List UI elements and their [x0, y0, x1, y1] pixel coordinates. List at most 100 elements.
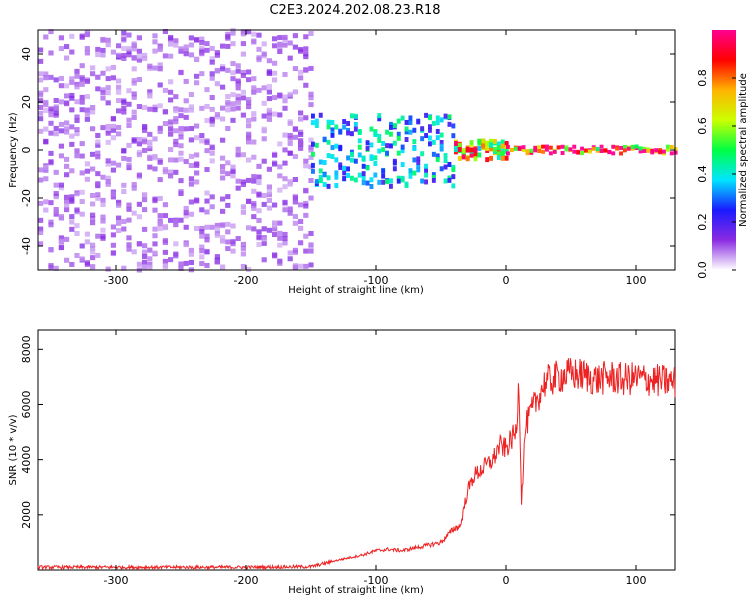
spectrogram-cell [277, 230, 283, 236]
spectrogram-cell [225, 34, 231, 40]
spectrogram-cell [318, 159, 323, 165]
spectrogram-cell [100, 227, 106, 233]
spectrogram-cell [541, 149, 545, 154]
spectrogram-cell [116, 78, 122, 84]
spectrogram-cell [361, 156, 366, 162]
spectrogram-cell [183, 260, 189, 266]
spectrogram-cell [199, 105, 205, 111]
spectrogram-cell [326, 183, 331, 189]
spectrogram-cell [298, 48, 304, 54]
spectrogram-cell [251, 139, 257, 145]
spectrogram-cell [416, 163, 421, 169]
spectrogram-cell [178, 69, 184, 75]
spectrogram-cell [400, 162, 405, 168]
spectrogram-cell [545, 144, 549, 149]
spectrogram-cell [168, 119, 174, 125]
spectrogram-cell [303, 46, 309, 52]
spectrogram-cell [256, 46, 262, 52]
spectrogram-cell [74, 131, 80, 137]
spectrogram-cell [357, 172, 362, 178]
spectrogram-cell [188, 163, 194, 169]
spectrogram-cell [110, 250, 116, 256]
spectrogram-cell [53, 97, 59, 103]
spectrogram-cell [38, 230, 44, 236]
spectrogram-cell [48, 50, 54, 56]
spectrogram-cell [256, 234, 262, 240]
spectrogram-cell [220, 264, 226, 270]
spectrogram-cell [365, 165, 370, 171]
spectrogram-cell [240, 95, 246, 101]
spectrogram-cell [90, 109, 96, 115]
spectrogram-cell [136, 57, 142, 63]
spectrogram-cell [204, 233, 210, 239]
spectrogram-cell [188, 42, 194, 48]
spectrogram-cell [74, 73, 80, 79]
spectrogram-cell [334, 124, 339, 130]
x-tick-label: -300 [104, 274, 129, 287]
spectrogram-cell [246, 135, 252, 141]
spectrogram-cell [282, 98, 288, 104]
spectrogram-cell [79, 243, 85, 249]
spectrogram-cell [287, 55, 293, 61]
spectrogram-cell [105, 37, 111, 43]
spectrogram-cell [235, 236, 241, 242]
spectrogram-cell [272, 231, 278, 237]
spectrogram-cell [58, 99, 64, 105]
spectrogram-cell [162, 53, 168, 59]
spectrogram-cell [183, 224, 189, 230]
spectrogram-cell [214, 50, 220, 56]
spectrogram-cell [95, 86, 101, 92]
spectrogram-cell [152, 104, 158, 110]
spectrogram-cell [152, 33, 158, 39]
spectrogram-cell [116, 220, 122, 226]
spectrogram-cell [357, 138, 362, 144]
spectrogram-cell [168, 41, 174, 47]
spectrogram-cell [385, 150, 389, 156]
spectrogram-cell [251, 39, 257, 45]
spectrogram-cell [251, 214, 257, 220]
spectrogram-cell [126, 32, 132, 38]
spectrogram-cell [147, 89, 153, 95]
spectrogram-cell [251, 188, 257, 194]
spectrogram-cell [147, 154, 153, 160]
spectrogram-cell [266, 227, 272, 233]
spectrogram-cell [48, 74, 54, 80]
spectrogram-cell [105, 90, 111, 96]
spectrogram-cell [79, 199, 85, 205]
spectrogram-cell [209, 145, 215, 151]
spectrogram-cell [439, 117, 444, 123]
spectrogram-cell [287, 179, 293, 185]
spectrogram-cell [225, 101, 231, 107]
spectrogram-cell [38, 241, 44, 247]
spectrogram-cell [121, 182, 127, 188]
spectrogram-cell [261, 240, 267, 246]
spectrogram-cell [424, 112, 428, 118]
spectrogram-cell [431, 172, 436, 178]
spectrogram-cell [350, 131, 354, 137]
spectrogram-cell [261, 51, 267, 57]
spectrogram-cell [131, 66, 137, 72]
spectrogram-cell [48, 130, 54, 136]
spectrogram-cell [230, 223, 236, 229]
spectrogram-cell [110, 167, 116, 173]
spectrogram-cell [548, 145, 553, 150]
spectrogram-cell [58, 245, 64, 251]
spectrogram-cell [183, 213, 189, 219]
spectrogram-cell [116, 52, 122, 58]
spectrogram-cell [424, 133, 428, 139]
spectrogram-cell [256, 242, 262, 248]
spectrogram-cell [183, 107, 189, 113]
spectrogram-cell [157, 226, 163, 232]
colorbar-tick-label: 0.0 [696, 261, 709, 279]
spectrogram-cell [199, 133, 205, 139]
spectrogram-cell [136, 35, 142, 41]
spectrogram-cell [595, 147, 600, 152]
colorbar-gradient [712, 30, 736, 270]
spectrogram-cell [90, 65, 96, 71]
y-tick-label: -40 [20, 237, 33, 255]
spectrogram-cell [396, 135, 401, 141]
spectrogram-cell [385, 179, 389, 185]
spectrogram-cell [43, 107, 49, 113]
spectrogram-cell [199, 71, 205, 77]
spectrogram-cell [100, 197, 106, 203]
